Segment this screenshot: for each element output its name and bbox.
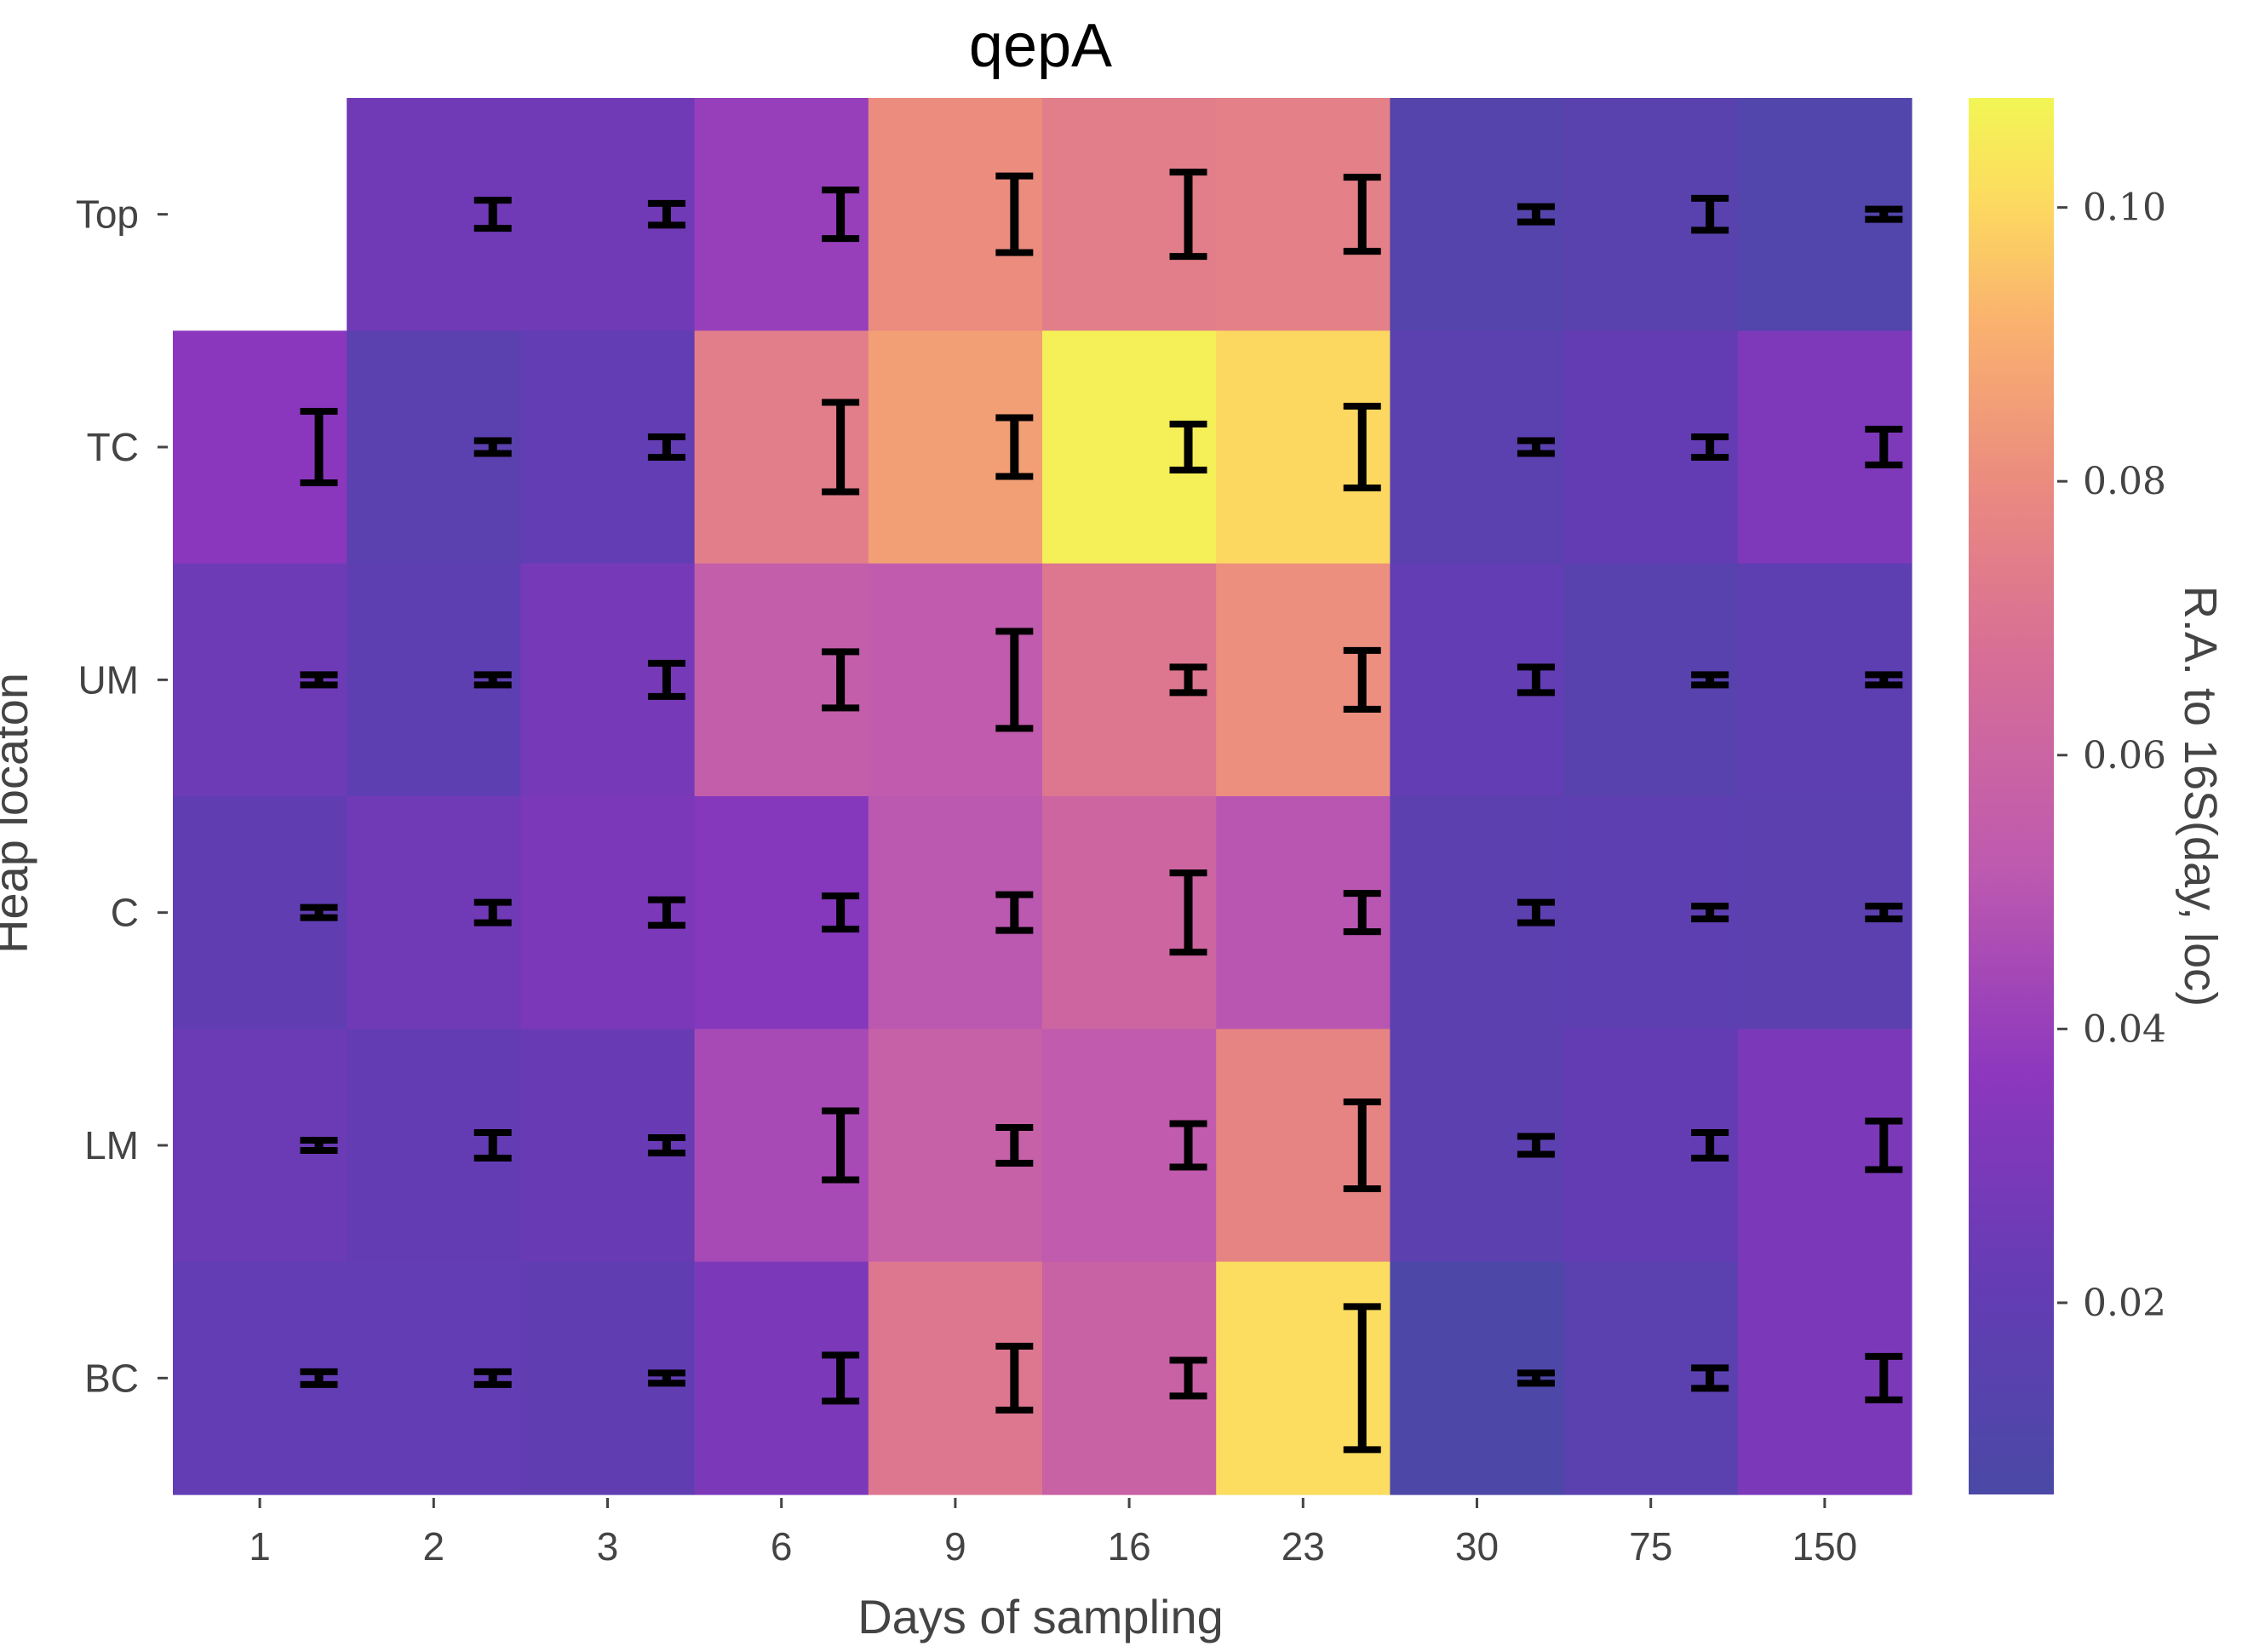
- error-bar-Top-6: [822, 186, 860, 243]
- error-bar-UM-9: [995, 628, 1034, 732]
- error-bar-UM-3: [647, 659, 685, 700]
- error-bar-C-23: [1343, 890, 1381, 936]
- error-bar-BC-1: [300, 1368, 338, 1388]
- error-bar-BC-150: [1865, 1352, 1903, 1403]
- error-bar-C-9: [995, 891, 1034, 934]
- x-tick-label: 75: [1629, 1524, 1672, 1569]
- colorbar-tick-label: 0.06: [2083, 734, 2166, 777]
- error-bar-C-6: [822, 892, 860, 933]
- error-bar-LM-16: [1169, 1120, 1207, 1171]
- colorbar-tick-label: 0.08: [2083, 460, 2166, 503]
- x-tick-label: 3: [597, 1524, 619, 1569]
- colorbar-tick-label: 0.04: [2083, 1007, 2166, 1051]
- chart-title: qepA: [969, 12, 1112, 80]
- error-bar-BC-3: [647, 1369, 685, 1387]
- error-bar-C-30: [1517, 898, 1555, 926]
- error-bar-Top-16: [1169, 169, 1207, 261]
- error-bar-TC-23: [1343, 403, 1381, 491]
- error-bar-UM-23: [1343, 646, 1381, 713]
- error-bars: [300, 169, 1903, 1454]
- error-bar-TC-1: [300, 408, 338, 486]
- error-bar-UM-30: [1517, 663, 1555, 697]
- error-bar-BC-16: [1169, 1357, 1207, 1400]
- error-bar-C-3: [647, 896, 685, 929]
- error-bar-BC-2: [473, 1368, 512, 1388]
- y-tick-label: Top: [76, 192, 139, 237]
- error-bar-UM-2: [473, 671, 512, 689]
- colorbar: [1969, 98, 2054, 1494]
- x-axis-ticks: 1 2 3 6 9 16 23 30 75 150: [249, 1498, 1857, 1569]
- y-tick-label: TC: [87, 425, 139, 469]
- x-tick-label: 16: [1108, 1524, 1151, 1569]
- error-bar-C-150: [1865, 903, 1903, 923]
- error-bar-LM-30: [1517, 1133, 1555, 1158]
- colorbar-label: R.A. to 16S(day, loc): [2175, 586, 2226, 1007]
- error-bar-BC-30: [1517, 1369, 1555, 1387]
- error-bar-TC-150: [1865, 426, 1903, 468]
- y-tick-label: UM: [77, 657, 139, 702]
- y-tick-label: LM: [84, 1123, 139, 1167]
- error-bar-BC-75: [1691, 1364, 1729, 1392]
- error-bar-TC-75: [1691, 433, 1729, 461]
- error-bar-Top-75: [1691, 194, 1729, 234]
- y-axis-label: Heap locaton: [0, 673, 37, 954]
- error-bar-LM-150: [1865, 1117, 1903, 1173]
- error-bar-Top-3: [647, 199, 685, 229]
- error-bar-Top-2: [473, 197, 512, 232]
- error-bar-LM-6: [822, 1107, 860, 1184]
- x-tick-label: 2: [423, 1524, 445, 1569]
- error-bar-UM-6: [822, 648, 860, 712]
- error-bar-TC-2: [473, 437, 512, 457]
- error-bar-LM-2: [473, 1129, 512, 1162]
- x-tick-label: 30: [1455, 1524, 1499, 1569]
- error-bar-LM-23: [1343, 1098, 1381, 1192]
- error-bar-BC-6: [822, 1351, 860, 1405]
- error-bar-LM-9: [995, 1124, 1034, 1167]
- error-bar-Top-23: [1343, 174, 1381, 255]
- error-bar-TC-9: [995, 414, 1034, 480]
- error-bar-BC-9: [995, 1342, 1034, 1414]
- error-bar-UM-16: [1169, 663, 1207, 697]
- error-bar-TC-3: [647, 433, 685, 461]
- error-bar-LM-1: [300, 1137, 338, 1154]
- heatmap-cells: [173, 98, 1912, 1495]
- error-bar-Top-150: [1865, 205, 1903, 223]
- colorbar-tick-label: 0.02: [2083, 1282, 2166, 1325]
- x-axis-label: Days of sampling: [857, 1590, 1224, 1643]
- y-tick-label: BC: [84, 1356, 139, 1400]
- error-bar-UM-150: [1865, 671, 1903, 689]
- y-tick-label: C: [111, 891, 139, 935]
- error-bar-C-1: [300, 903, 338, 921]
- x-tick-label: 150: [1792, 1524, 1858, 1569]
- x-tick-label: 1: [249, 1524, 271, 1569]
- error-bar-Top-30: [1517, 203, 1555, 226]
- error-bar-Top-9: [995, 172, 1034, 256]
- x-tick-label: 23: [1282, 1524, 1325, 1569]
- error-bar-C-16: [1169, 869, 1207, 956]
- colorbar-ticks: 0.02 0.04 0.06 0.08 0.10: [2057, 186, 2166, 1325]
- x-tick-label: 6: [771, 1524, 793, 1569]
- error-bar-BC-23: [1343, 1303, 1381, 1454]
- y-axis-ticks: Top TC UM C LM BC: [76, 192, 168, 1400]
- error-bar-UM-75: [1691, 671, 1729, 689]
- error-bar-LM-75: [1691, 1129, 1729, 1162]
- x-tick-label: 9: [944, 1524, 966, 1569]
- colorbar-tick-label: 0.10: [2083, 186, 2166, 230]
- error-bar-C-75: [1691, 903, 1729, 923]
- error-bar-C-2: [473, 898, 512, 926]
- error-bar-TC-16: [1169, 421, 1207, 473]
- error-bar-TC-30: [1517, 437, 1555, 457]
- error-bar-LM-3: [647, 1134, 685, 1156]
- error-bar-TC-6: [822, 399, 860, 496]
- error-bar-UM-1: [300, 671, 338, 689]
